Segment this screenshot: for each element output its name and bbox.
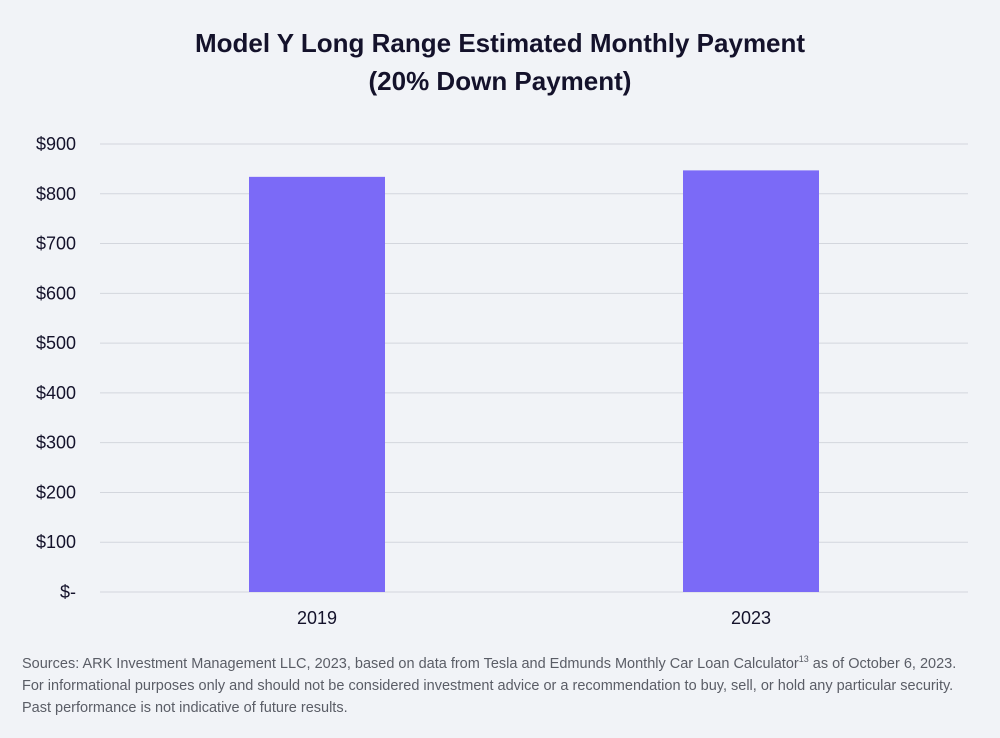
y-tick-label: $100 (36, 532, 76, 552)
y-tick-label: $900 (36, 134, 76, 154)
y-axis-ticks: $- $100 $200 $300 $400 $500 $600 $700 $800 $900 (36, 134, 76, 602)
y-tick-label: $600 (36, 283, 76, 303)
y-tick-label: $400 (36, 383, 76, 403)
bar-2023 (683, 170, 819, 593)
bars (249, 170, 819, 593)
y-tick-label: $- (60, 582, 76, 602)
bar-chart: $- $100 $200 $300 $400 $500 $600 $700 $800 $900 2… (36, 134, 968, 628)
x-tick-label: 2023 (731, 608, 771, 628)
y-tick-label: $500 (36, 333, 76, 353)
x-axis-ticks: 2019 2023 (297, 608, 771, 628)
source-footnote-marker: 13 (798, 654, 809, 665)
y-tick-label: $800 (36, 184, 76, 204)
x-tick-label: 2019 (297, 608, 337, 628)
gridlines (100, 143, 968, 593)
bar-2019 (249, 176, 385, 592)
chart-subtitle: (20% Down Payment) (368, 66, 632, 96)
y-tick-label: $300 (36, 433, 76, 453)
y-tick-label: $700 (36, 234, 76, 254)
source-text: Sources: ARK Investment Management LLC, … (22, 656, 799, 672)
chart-title: Model Y Long Range Estimated Monthly Pay… (194, 28, 806, 58)
y-tick-label: $200 (36, 482, 76, 502)
source-note: Sources: ARK Investment Management LLC, … (22, 653, 982, 719)
source-text-cont: as of October 6, 2023. For informational… (22, 656, 957, 716)
